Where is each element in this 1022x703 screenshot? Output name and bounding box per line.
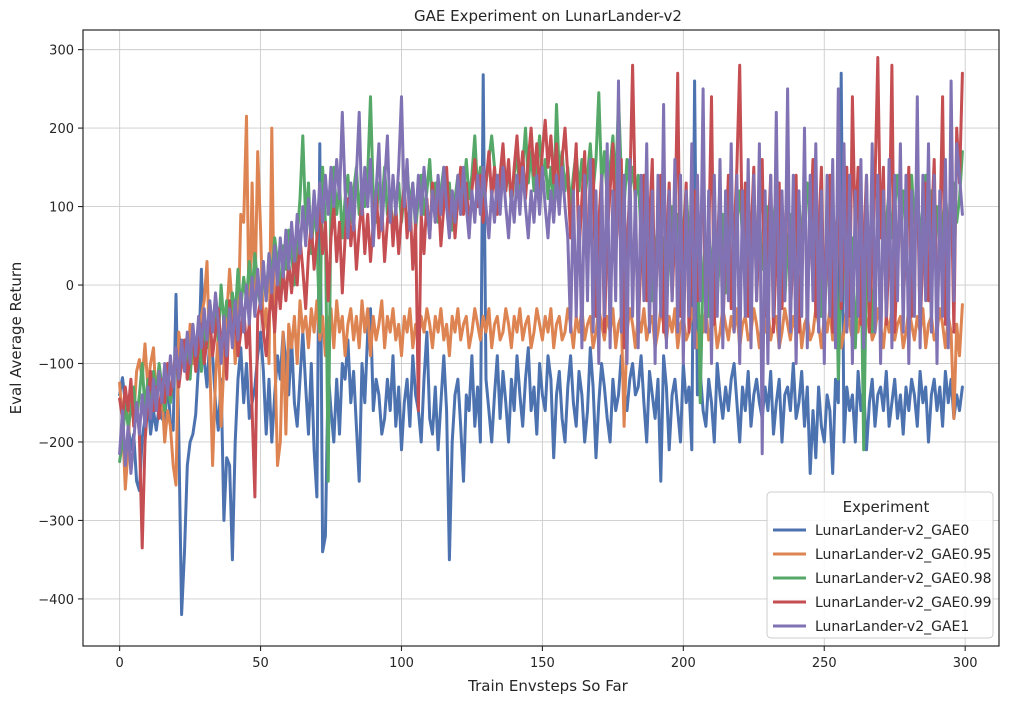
x-tick-label: 250 <box>812 656 837 671</box>
x-tick-label: 0 <box>115 656 123 671</box>
legend: Experiment LunarLander-v2_GAE0LunarLande… <box>766 491 994 639</box>
y-tick-label: 0 <box>66 279 74 294</box>
legend-label: LunarLander-v2_GAE0.95 <box>815 547 992 563</box>
legend-box <box>766 491 994 639</box>
legend-item: LunarLander-v2_GAE0.99 <box>773 595 992 611</box>
x-tick-label: 100 <box>389 656 414 671</box>
legend-item: LunarLander-v2_GAE0.98 <box>773 571 992 587</box>
legend-title: Experiment <box>843 498 930 516</box>
chart-title: GAE Experiment on LunarLander-v2 <box>414 7 682 25</box>
legend-label: LunarLander-v2_GAE1 <box>815 619 969 635</box>
series-line-1 <box>118 71 964 617</box>
y-tick-label: −300 <box>38 514 74 529</box>
legend-item: LunarLander-v2_GAE1 <box>773 619 969 635</box>
legend-item: LunarLander-v2_GAE0.95 <box>773 547 992 563</box>
x-tick-label: 200 <box>671 656 696 671</box>
legend-label: LunarLander-v2_GAE0.98 <box>815 571 992 587</box>
series-lines <box>118 56 964 617</box>
y-tick-label: −100 <box>38 358 74 373</box>
x-axis-label: Train Envsteps So Far <box>467 677 629 695</box>
plot-frame <box>82 29 1000 647</box>
y-tick-label: 300 <box>49 44 74 59</box>
legend-items: LunarLander-v2_GAE0 LunarLander-v2_GAE0.9… <box>773 523 992 635</box>
series-line-2 <box>118 114 964 491</box>
y-axis-label: Eval Average Return <box>7 262 25 415</box>
legend-item: LunarLander-v2_GAE0 <box>773 523 969 539</box>
axis-ticks: 0 50 100 150 200 250 300 −400 −300 −200 −100 0 100 20… <box>38 44 977 671</box>
legend-label: LunarLander-v2_GAE0 <box>815 523 969 539</box>
x-tick-label: 50 <box>252 656 269 671</box>
y-tick-label: −400 <box>38 593 74 608</box>
legend-label: LunarLander-v2_GAE0.99 <box>815 595 992 611</box>
y-tick-label: 200 <box>49 122 74 137</box>
series-line-5 <box>118 79 964 475</box>
x-tick-label: 300 <box>953 656 978 671</box>
x-tick-label: 150 <box>530 656 555 671</box>
y-tick-label: −200 <box>38 436 74 451</box>
y-tick-label: 100 <box>49 201 74 216</box>
